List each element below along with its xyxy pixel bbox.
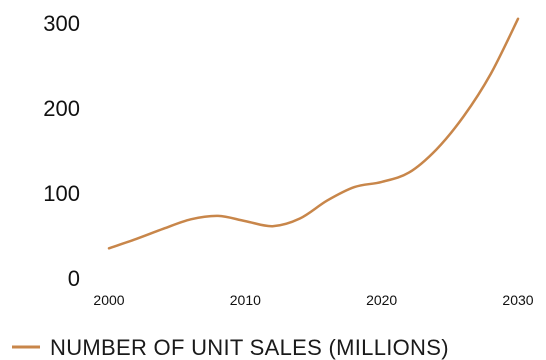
legend: NUMBER OF UNIT SALES (MILLIONS) (12, 335, 449, 360)
x-tick-label: 2030 (502, 292, 533, 308)
y-tick-label: 300 (43, 11, 80, 36)
x-tick-label: 2020 (366, 292, 397, 308)
series-line (107, 17, 520, 250)
y-tick-label: 100 (43, 181, 80, 206)
y-axis-ticks: 0 100 200 300 (43, 11, 80, 291)
x-tick-label: 2000 (93, 292, 124, 308)
legend-label: NUMBER OF UNIT SALES (MILLIONS) (50, 335, 449, 360)
y-tick-label: 200 (43, 96, 80, 121)
y-tick-label: 0 (68, 266, 80, 291)
x-tick-label: 2010 (230, 292, 261, 308)
series-layer (107, 17, 520, 250)
x-axis-ticks: 2000 2010 2020 2030 (93, 292, 533, 308)
